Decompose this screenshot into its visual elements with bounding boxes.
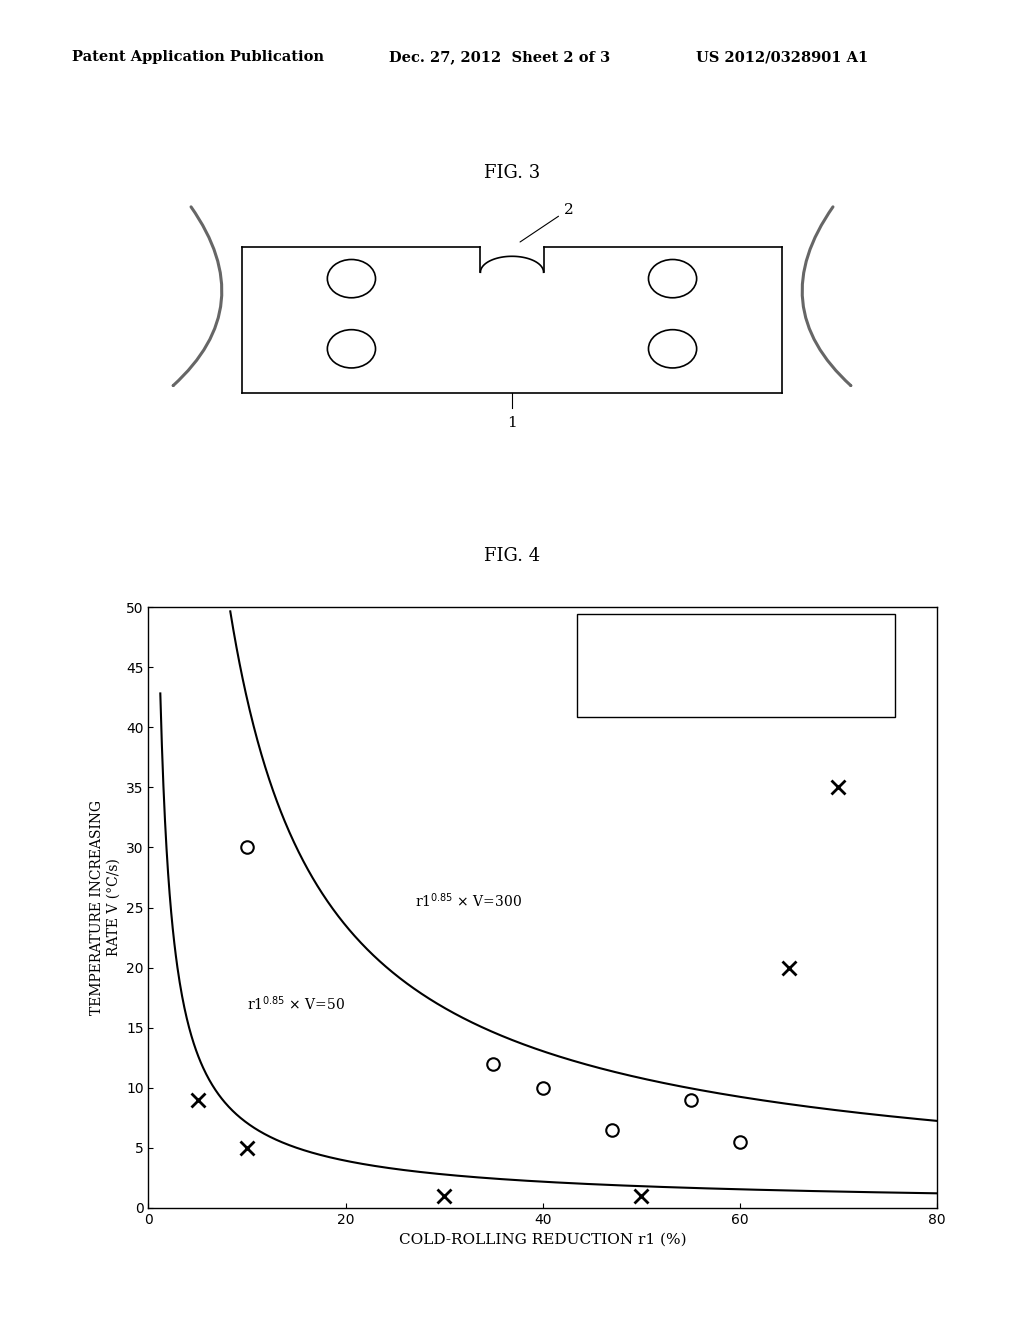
Text: US 2012/0328901 A1: US 2012/0328901 A1 [696,50,868,65]
Text: r1$^{0.85}$ $\times$ V=50: r1$^{0.85}$ $\times$ V=50 [247,994,345,1012]
FancyBboxPatch shape [577,614,895,717]
X-axis label: COLD-ROLLING REDUCTION r1 (%): COLD-ROLLING REDUCTION r1 (%) [399,1232,686,1246]
Text: 2: 2 [520,202,573,242]
Text: r1$^{0.85}$ $\times$ V=300: r1$^{0.85}$ $\times$ V=300 [415,892,521,911]
Text: FIG. 4: FIG. 4 [484,546,540,565]
Y-axis label: TEMPERATURE INCREASING
RATE V (°C/s): TEMPERATURE INCREASING RATE V (°C/s) [90,800,121,1015]
Ellipse shape [328,330,376,368]
Ellipse shape [648,330,696,368]
Ellipse shape [328,260,376,298]
Ellipse shape [648,260,696,298]
Text: Dec. 27, 2012  Sheet 2 of 3: Dec. 27, 2012 Sheet 2 of 3 [389,50,610,65]
Text: O : ε×TS≥40000MPa: O : ε×TS≥40000MPa [593,634,736,647]
Text: FIG. 3: FIG. 3 [484,164,540,182]
Text: 1: 1 [507,416,517,430]
Text: Patent Application Publication: Patent Application Publication [72,50,324,65]
Text: X : ε×TS<40000MPa: X : ε×TS<40000MPa [593,684,734,697]
